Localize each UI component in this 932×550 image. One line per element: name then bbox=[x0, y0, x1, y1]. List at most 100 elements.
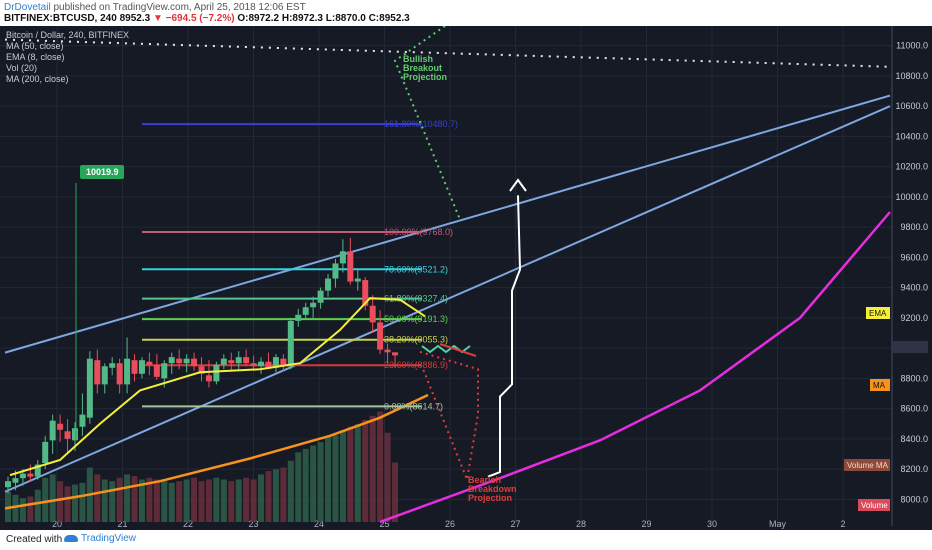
candle-body bbox=[280, 358, 287, 367]
volume-bar bbox=[258, 474, 265, 522]
tradingview-logo[interactable]: TradingView bbox=[64, 533, 136, 544]
footer-bar: Created with TradingView bbox=[0, 530, 932, 550]
x-tick-label: 29 bbox=[641, 519, 651, 529]
y-tick-label: 9800.0 bbox=[900, 222, 928, 232]
volume-bar bbox=[332, 435, 339, 522]
legend-ma50[interactable]: MA (50, close) bbox=[6, 41, 64, 51]
volume-bar bbox=[34, 489, 41, 522]
ma-tag: MA bbox=[873, 381, 886, 390]
volume-bar bbox=[198, 481, 205, 522]
bearish-projection-label: Breakdown bbox=[468, 484, 517, 494]
volume-bar bbox=[94, 474, 101, 522]
candle-body bbox=[302, 307, 309, 315]
fib-level-label: 50.00%(9191.3) bbox=[384, 314, 448, 324]
y-tick-label: 8800.0 bbox=[900, 373, 928, 383]
y-tick-label: 9200.0 bbox=[900, 313, 928, 323]
candle-body bbox=[272, 357, 279, 368]
volume-bar bbox=[109, 481, 116, 522]
candle-body bbox=[5, 481, 11, 488]
candle-body bbox=[109, 363, 116, 368]
candle-body bbox=[258, 361, 265, 367]
volume-bar bbox=[377, 411, 384, 522]
volume-bar bbox=[310, 445, 317, 522]
candle-body bbox=[49, 420, 56, 441]
bearish-projection-label: Projection bbox=[468, 493, 512, 503]
fib-level-label: 23.60%(8886.9) bbox=[384, 360, 448, 370]
breakdown-arrow bbox=[439, 343, 477, 357]
x-tick-label: 26 bbox=[445, 519, 455, 529]
volume-bar bbox=[339, 430, 346, 522]
candle-body bbox=[310, 302, 317, 308]
candle-body bbox=[19, 473, 26, 479]
ma50-line bbox=[4, 393, 429, 510]
volume-bar bbox=[42, 477, 49, 522]
published-text: published on TradingView.com, April 25, … bbox=[53, 2, 306, 13]
volume-bar bbox=[205, 479, 212, 522]
candle-body bbox=[392, 352, 398, 356]
y-tick-label: 11000.0 bbox=[896, 41, 928, 51]
candle-body bbox=[12, 478, 19, 483]
volume-bar bbox=[176, 481, 183, 522]
volume-bar bbox=[235, 479, 242, 522]
y-tick-label: 8600.0 bbox=[900, 404, 928, 414]
candle-body bbox=[354, 278, 361, 282]
volume-bar bbox=[243, 477, 250, 522]
candle-body bbox=[79, 414, 86, 427]
header-bar: DrDovetail published on TradingView.com,… bbox=[0, 0, 932, 26]
volume-bar bbox=[317, 442, 324, 522]
y-tick-label: 10200.0 bbox=[895, 162, 928, 172]
volume-bar bbox=[250, 479, 257, 522]
candle-body bbox=[250, 363, 257, 367]
volume-bar bbox=[49, 474, 56, 522]
fib-level-label: 161.80%(10480.7) bbox=[384, 119, 458, 129]
candle-body bbox=[57, 423, 64, 430]
legend-pair[interactable]: Bitcoin / Dollar, 240, BITFINEX bbox=[6, 30, 130, 40]
ema-tag: EMA bbox=[869, 309, 887, 318]
author-link[interactable]: DrDovetail bbox=[4, 2, 51, 13]
candle-body bbox=[161, 363, 168, 379]
volume-bar bbox=[347, 426, 354, 522]
candle-body bbox=[325, 278, 332, 291]
price-change: −694.5 (−7.2%) bbox=[165, 13, 235, 24]
legend-ma200[interactable]: MA (200, close) bbox=[6, 74, 69, 84]
bearish-projection-label: Bearish bbox=[468, 475, 501, 485]
legend-ema8[interactable]: EMA (8, close) bbox=[6, 52, 65, 62]
volume-bar bbox=[27, 496, 34, 522]
candle-body bbox=[295, 314, 302, 321]
volume-bar bbox=[325, 437, 332, 522]
x-tick-label: 23 bbox=[248, 519, 258, 529]
ohlc-low: L:8870.0 bbox=[325, 13, 366, 24]
legend-vol[interactable]: Vol (20) bbox=[6, 63, 38, 73]
candle-body bbox=[64, 431, 71, 439]
candle-body bbox=[317, 290, 324, 303]
symbol-label: BITFINEX:BTCUSD, 240 bbox=[4, 13, 117, 24]
y-tick-label: 8400.0 bbox=[900, 434, 928, 444]
candle-body bbox=[27, 473, 34, 477]
x-tick-label: 2 bbox=[840, 519, 845, 529]
cloud-icon bbox=[64, 534, 78, 542]
peak-label-box bbox=[80, 165, 124, 179]
publish-line: DrDovetail published on TradingView.com,… bbox=[4, 2, 306, 13]
brand-name: TradingView bbox=[81, 533, 137, 544]
bullish-projection-path bbox=[393, 25, 461, 220]
volume-bar bbox=[369, 415, 376, 522]
ohlc-high: H:8972.3 bbox=[281, 13, 323, 24]
candle-body bbox=[332, 263, 339, 279]
candle-body bbox=[176, 358, 183, 364]
candle-body bbox=[153, 364, 160, 377]
candle-body bbox=[362, 280, 369, 306]
volume-bar bbox=[153, 479, 160, 522]
ema8-line bbox=[9, 297, 426, 477]
volume-bar bbox=[280, 467, 287, 522]
candle-body bbox=[384, 349, 391, 353]
arrow-head-icon bbox=[509, 178, 527, 192]
x-tick-label: 28 bbox=[576, 519, 586, 529]
candle-body bbox=[34, 464, 41, 477]
volume-bar bbox=[138, 479, 145, 522]
candle-body bbox=[183, 358, 190, 364]
volume-tag: Volume bbox=[861, 501, 888, 510]
ohlc-open: O:8972.2 bbox=[237, 13, 280, 24]
x-tick-label: May bbox=[769, 519, 787, 529]
fib-level-label: 100.00%(9768.0) bbox=[384, 227, 453, 237]
